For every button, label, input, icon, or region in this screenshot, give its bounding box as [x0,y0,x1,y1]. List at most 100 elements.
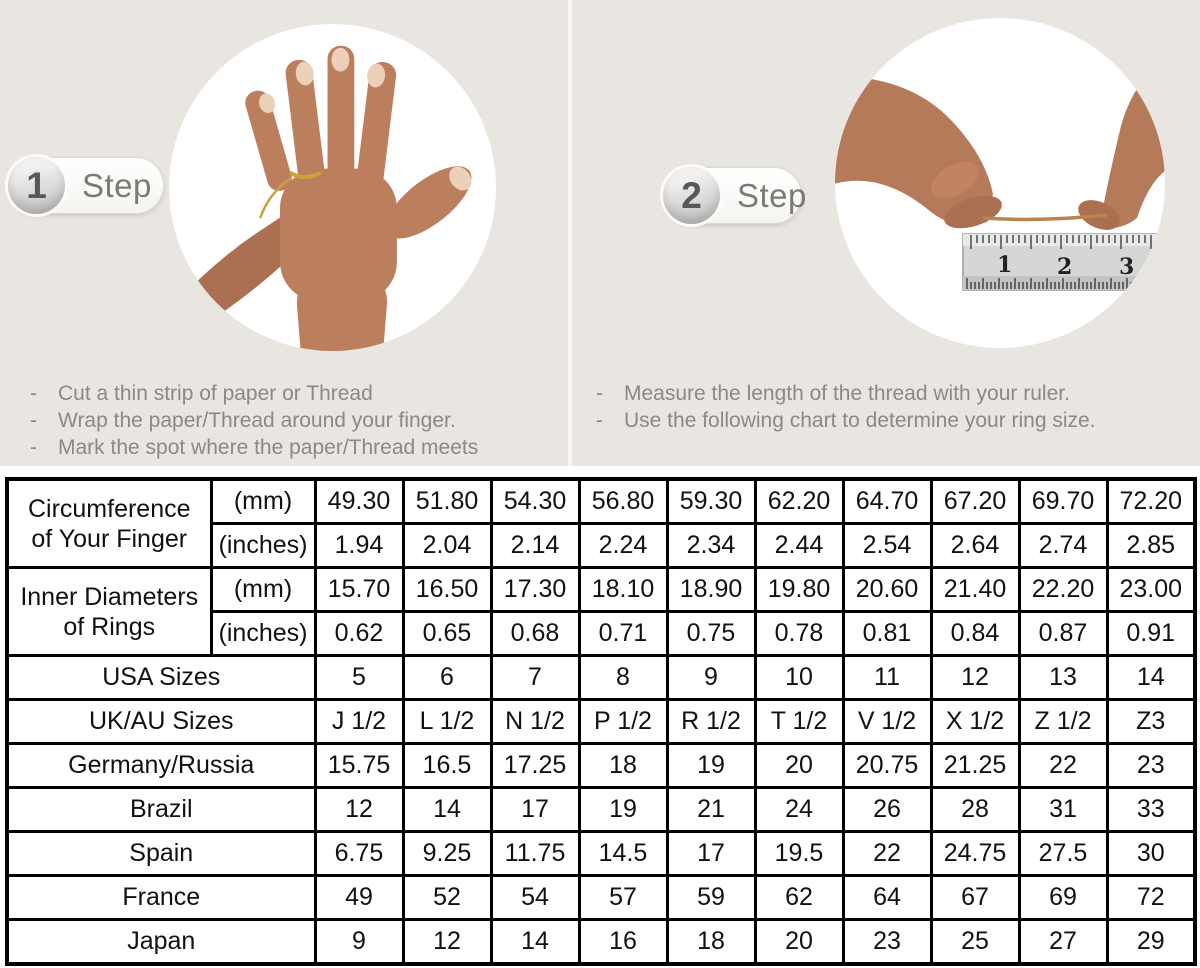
value-cell: 19 [665,742,757,789]
value-cell: Z 1/2 [1017,698,1109,745]
value-cell: P 1/2 [577,698,669,745]
value-cell: 27.5 [1017,830,1109,877]
table-row: Brazil 12 14 17 19 21 24 26 28 31 33 [5,786,1197,833]
value-cell: 2.54 [841,522,933,569]
value-cell: 2.44 [753,522,845,569]
value-cell: R 1/2 [665,698,757,745]
unit-label: (inches) [209,522,317,569]
value-cell: L 1/2 [401,698,493,745]
row-group-label: Inner Diameters of Rings [5,566,213,657]
thread [982,213,1108,222]
value-cell: 16.50 [401,566,493,613]
value-cell: 0.62 [313,610,405,657]
value-cell: 20.60 [841,566,933,613]
value-cell: 28 [929,786,1021,833]
value-cell: 54 [489,874,581,921]
table-row: Spain 6.75 9.25 11.75 14.5 17 19.5 22 24.75 27.5 3… [5,830,1197,877]
value-cell: 2.34 [665,522,757,569]
row-label: Brazil [5,786,317,833]
value-cell: 6 [401,654,493,701]
value-cell: 31 [1017,786,1109,833]
value-cell: 5 [313,654,405,701]
value-cell: 57 [577,874,669,921]
table-row: UK/AU Sizes J 1/2 L 1/2 N 1/2 P 1/2 R 1/2 T 1/… [5,698,1197,745]
value-cell: 8 [577,654,669,701]
step2-number: 2 [663,167,720,224]
row-label: Germany/Russia [5,742,317,789]
row-label: Japan [5,918,317,966]
unit-label: (mm) [209,566,317,613]
value-cell: 13 [1017,654,1109,701]
value-cell: 14.5 [577,830,669,877]
value-cell: 12 [401,918,493,966]
value-cell: 30 [1105,830,1197,877]
row-label: Spain [5,830,317,877]
instruction-line: - Cut a thin strip of paper or Thread [30,380,570,407]
value-cell: 49 [313,874,405,921]
value-cell: 0.78 [753,610,845,657]
step2-badge: 2 Step [663,167,806,224]
left-hand [835,75,1002,229]
step2-photo: 1 2 3 [835,18,1165,348]
instruction-text: Use the following chart to determine you… [624,409,1096,432]
row-group-label: Circumference of Your Finger [5,477,213,569]
ruler-numbers: 1 2 3 [997,252,1134,280]
value-cell: 24.75 [929,830,1021,877]
value-cell: 20.75 [841,742,933,789]
value-cell: 14 [401,786,493,833]
size-table-body: Circumference of Your Finger (mm) 49.30 51.8… [5,477,1197,966]
value-cell: 19.5 [753,830,845,877]
value-cell: 21.40 [929,566,1021,613]
table-row: (inches) 1.94 2.04 2.14 2.24 2.34 2.44 2.54 2.64… [7,522,1197,569]
step1-number: 1 [8,157,65,214]
table-row: USA Sizes 5 6 7 8 9 10 11 12 13 14 [5,654,1197,701]
instruction-line: - Measure the length of the thread with y… [596,380,1196,407]
thread-on-finger [288,170,322,180]
value-cell: 6.75 [313,830,405,877]
value-cell: V 1/2 [841,698,933,745]
bullet-dash: - [30,436,37,459]
value-cell: Z3 [1105,698,1197,745]
value-cell: 22 [1017,742,1109,789]
value-cell: 67 [929,874,1021,921]
value-cell: 2.24 [577,522,669,569]
ruler-mark-3: 3 [1119,254,1134,280]
instruction-line: - Mark the spot where the paper/Thread me… [30,434,570,461]
bullet-dash: - [596,409,603,432]
value-cell: 27 [1017,918,1109,966]
value-cell: T 1/2 [753,698,845,745]
row-label: USA Sizes [5,654,317,701]
value-cell: 29 [1105,918,1197,966]
value-cell: 0.71 [577,610,669,657]
ruler-measure-illustration: 1 2 3 [835,59,1165,291]
row-label: France [5,874,317,921]
value-cell: 14 [1105,654,1197,701]
value-cell: 19 [577,786,669,833]
value-cell: 69.70 [1017,477,1109,525]
value-cell: 62 [753,874,845,921]
value-cell: 25 [929,918,1021,966]
value-cell: 52 [401,874,493,921]
value-cell: 19.80 [753,566,845,613]
value-cell: 18 [665,918,757,966]
value-cell: 56.80 [577,477,669,525]
value-cell: 72.20 [1105,477,1197,525]
value-cell: 18.10 [577,566,669,613]
value-cell: 23.00 [1105,566,1197,613]
step2-instructions: - Measure the length of the thread with y… [596,380,1196,434]
ruler: 1 2 3 [962,233,1162,291]
section-divider [568,0,572,466]
instruction-text: Mark the spot where the paper/Thread mee… [58,436,479,459]
value-cell: 20 [753,742,845,789]
value-cell: 2.64 [929,522,1021,569]
step2-label: Step [737,176,807,214]
value-cell: 9.25 [401,830,493,877]
value-cell: 0.84 [929,610,1021,657]
value-cell: 21 [665,786,757,833]
value-cell: 22 [841,830,933,877]
value-cell: 72 [1105,874,1197,921]
value-cell: 14 [489,918,581,966]
value-cell: 16 [577,918,669,966]
value-cell: 0.65 [401,610,493,657]
value-cell: 11 [841,654,933,701]
